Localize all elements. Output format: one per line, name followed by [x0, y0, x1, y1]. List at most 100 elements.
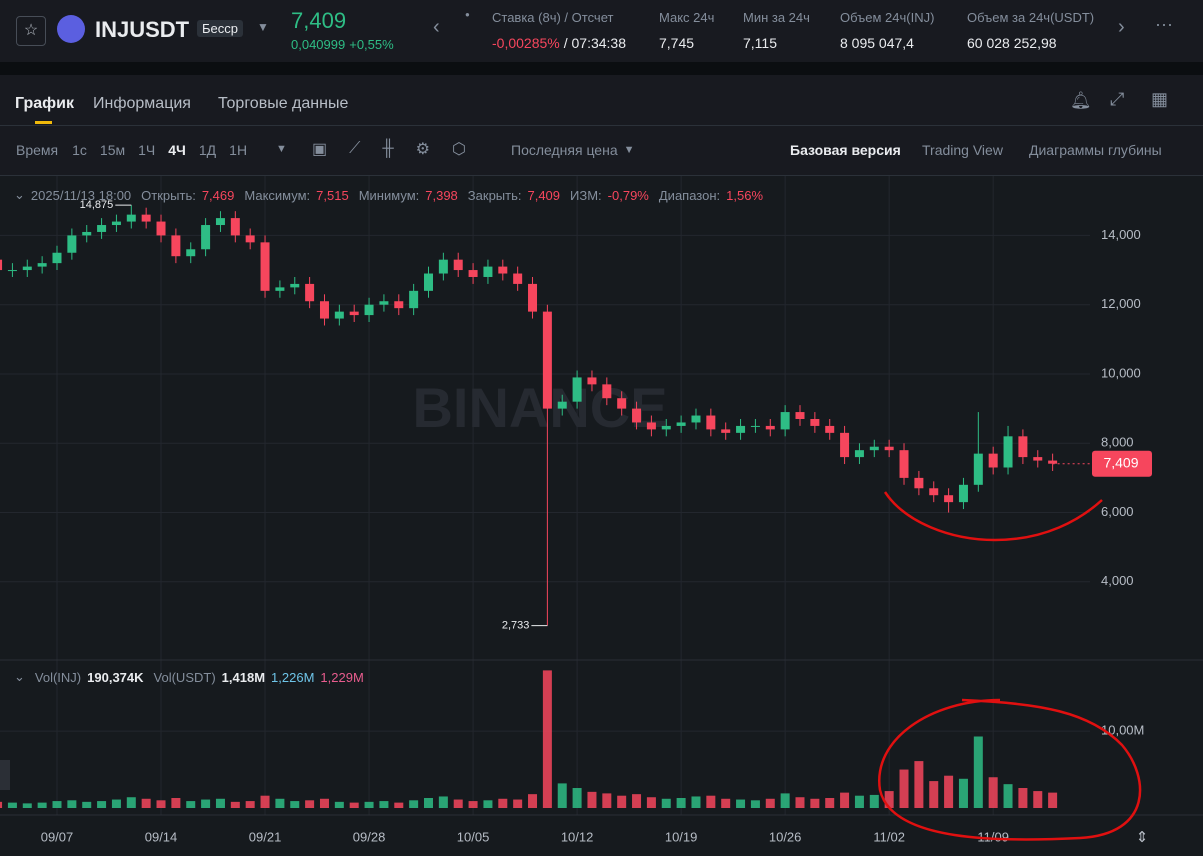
x-tick-label: 09/21: [249, 829, 282, 844]
tab[interactable]: График: [15, 95, 74, 112]
hex-icon[interactable]: ⬡: [452, 141, 466, 158]
legend-value: 7,515: [316, 187, 349, 203]
view-option[interactable]: Trading View: [922, 142, 1003, 158]
y-tick-label: 10,00M: [1101, 723, 1144, 738]
stat-value: 7,115: [743, 35, 777, 51]
volume-bar: [513, 799, 523, 808]
volume-bar: [156, 800, 166, 808]
candle-body: [483, 266, 493, 277]
volume-bar: [795, 797, 805, 808]
settings-icon[interactable]: ⚙: [415, 141, 431, 158]
last-price-label: 7,409: [1103, 454, 1138, 470]
dropdown[interactable]: ▼: [257, 20, 269, 34]
candle-body: [111, 221, 121, 226]
candle-body: [899, 450, 909, 478]
candle-body: [349, 311, 359, 316]
volume-bar: [944, 775, 954, 808]
y-tick-label: 6,000: [1101, 504, 1134, 519]
candle-icon[interactable]: ╫: [382, 140, 394, 157]
fullscreen-icon[interactable]: ⤢: [1110, 89, 1125, 109]
volume-bar: [37, 802, 47, 808]
candle-body: [676, 422, 686, 426]
x-tick-label: 10/05: [457, 829, 490, 844]
alert-icon[interactable]: 🔔︎: [1070, 91, 1092, 110]
volume-bar: [22, 803, 32, 808]
interval[interactable]: 1Н: [229, 142, 248, 158]
candle-body: [424, 273, 433, 291]
volume-bar: [765, 798, 775, 808]
last-price: 7,409: [291, 8, 347, 33]
x-tick-label: 11/09: [977, 829, 1009, 844]
volume-legend: ⌄ Vol(INJ) 190,374K Vol(USDT) 1,418M 1,226M 1,…: [14, 669, 364, 685]
candle-body: [394, 301, 404, 309]
candle-body: [0, 259, 3, 271]
candle-body: [944, 495, 954, 503]
volume-bar: [840, 792, 850, 808]
calendar-icon[interactable]: ▣: [312, 141, 328, 158]
candle-body: [305, 283, 315, 302]
favorite[interactable]: ☆: [16, 16, 46, 46]
candle-body: [171, 235, 181, 257]
more[interactable]: ···: [1155, 14, 1173, 34]
scroll-right[interactable]: ›: [1118, 16, 1125, 38]
volume-bar: [334, 801, 344, 808]
candle-body: [557, 401, 567, 409]
candle-body: [22, 266, 32, 271]
candle-body: [82, 231, 92, 236]
legend-label: Максимум:: [244, 187, 311, 203]
stat-label: Объем за 24ч(USDT): [967, 10, 1095, 25]
indicator-icon[interactable]: ⟋: [349, 140, 361, 157]
view-option[interactable]: Базовая версия: [790, 142, 901, 158]
scale-icon[interactable]: ⇕: [1136, 829, 1149, 846]
interval[interactable]: 1с: [72, 142, 87, 158]
candle-body: [646, 422, 656, 430]
x-tick-label: 09/14: [145, 829, 178, 844]
volume-bar: [602, 793, 612, 808]
symbol[interactable]: INJUSDT: [95, 17, 190, 42]
view-option[interactable]: Диаграммы глубины: [1029, 142, 1162, 158]
side-handle[interactable]: [0, 760, 10, 790]
stat: Макс 24ч 7,745: [659, 10, 743, 51]
candle-body: [1003, 436, 1013, 468]
hand-drawn-mark: [883, 491, 1103, 542]
candle-body: [230, 218, 240, 236]
volume-bar: [736, 799, 746, 808]
interval[interactable]: 4Ч: [168, 142, 186, 158]
volume-bar: [988, 777, 998, 808]
candle-body: [468, 270, 478, 277]
collapse[interactable]: ⌄: [14, 187, 25, 202]
header: ☆ INJUSDT Бесср ▼ 7,409 0,040999 +0,55% ‹…: [0, 0, 1203, 62]
volume-bar: [215, 798, 225, 808]
candle-body: [186, 249, 196, 257]
price-source[interactable]: Последняя цена ▼: [511, 142, 635, 158]
interval[interactable]: 1Д: [198, 142, 217, 158]
tab[interactable]: Информация: [93, 95, 191, 112]
tab[interactable]: Торговые данные: [218, 95, 349, 112]
stat-value-row: 60 028 252,98: [967, 35, 1107, 51]
ohlc-legend: ⌄ 2025/11/13 18:00 Открыть: 7,469 Максимум: 7…: [14, 187, 763, 203]
volume-bar: [186, 801, 196, 808]
watermark: BINANCE: [412, 376, 667, 439]
legend-value: 1,229M: [320, 669, 364, 685]
scroll-left[interactable]: ‹: [433, 16, 440, 38]
layout-icon[interactable]: ▦: [1151, 89, 1169, 109]
volume-bar: [438, 796, 448, 808]
volume-bar: [617, 795, 627, 808]
candle-body: [572, 377, 582, 402]
volume-bar: [0, 801, 3, 808]
candle-body: [617, 398, 627, 409]
volume-bar: [468, 801, 478, 808]
interval[interactable]: 15м: [99, 142, 126, 158]
interval[interactable]: Время: [16, 142, 59, 158]
interval-more[interactable]: ▼: [276, 143, 287, 155]
legend-value: 1,56%: [726, 187, 764, 203]
legend-label: Vol(INJ): [34, 669, 82, 685]
y-tick-label: 14,000: [1101, 227, 1141, 242]
candle-body: [498, 266, 508, 274]
legend-value: 7,398: [425, 187, 458, 203]
x-tick-label: 11/02: [873, 829, 905, 844]
collapse[interactable]: ⌄: [14, 669, 25, 684]
interval[interactable]: 1Ч: [138, 142, 156, 158]
